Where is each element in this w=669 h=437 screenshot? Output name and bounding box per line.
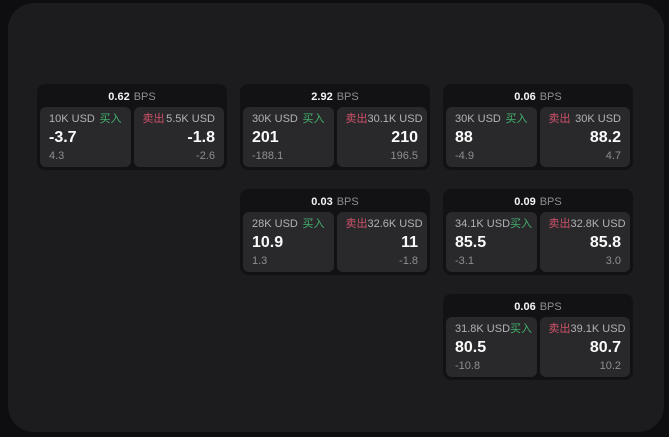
buy-price: 88 xyxy=(455,129,473,146)
buy-change: -4.9 xyxy=(455,150,474,162)
bps-unit-label: BPS xyxy=(336,91,359,103)
bps-unit-label: BPS xyxy=(539,91,562,103)
buy-notional: 34.1K USD xyxy=(455,218,511,230)
buy-cell[interactable]: 30K USD 买入 201 -188.1 xyxy=(243,107,334,167)
sell-side-label: 卖出 xyxy=(548,113,571,125)
bps-value: 0.06 xyxy=(514,91,536,103)
sell-price: 11 xyxy=(401,234,418,251)
sell-cell[interactable]: 卖出 30.1K USD 210 196.5 xyxy=(336,107,427,167)
buy-cell[interactable]: 34.1K USD 买入 85.5 -3.1 xyxy=(446,212,537,272)
sell-notional: 32.6K USD xyxy=(367,218,423,230)
sell-side-label: 卖出 xyxy=(548,323,571,335)
sell-change: 3.0 xyxy=(605,255,621,267)
buy-side-label: 买入 xyxy=(510,323,533,335)
buy-notional: 10K USD xyxy=(49,113,95,125)
buy-price: 80.5 xyxy=(455,339,487,356)
quote-board-panel: 0.62 BPS 10K USD 买入 -3.7 4.3 卖出 5.5K USD… xyxy=(8,3,664,432)
quote-card: 0.62 BPS 10K USD 买入 -3.7 4.3 卖出 5.5K USD… xyxy=(37,84,227,170)
buy-cell[interactable]: 31.8K USD 买入 80.5 -10.8 xyxy=(446,317,537,377)
buy-notional: 31.8K USD xyxy=(455,323,511,335)
sell-side-label: 卖出 xyxy=(345,113,368,125)
quote-card: 0.09 BPS 34.1K USD 买入 85.5 -3.1 卖出 32.8K… xyxy=(443,189,633,275)
buy-side-label: 买入 xyxy=(302,218,325,230)
sell-cell[interactable]: 卖出 30K USD 88.2 4.7 xyxy=(539,107,630,167)
buy-change: -3.1 xyxy=(455,255,474,267)
buy-side-label: 买入 xyxy=(510,218,533,230)
sell-change: -1.8 xyxy=(399,255,418,267)
sell-price: 88.2 xyxy=(589,129,621,146)
buy-notional: 28K USD xyxy=(252,218,298,230)
bps-value: 0.62 xyxy=(108,91,130,103)
bps-unit-label: BPS xyxy=(336,196,359,208)
quote-card: 2.92 BPS 30K USD 买入 201 -188.1 卖出 30.1K … xyxy=(240,84,430,170)
sell-price: -1.8 xyxy=(187,129,215,146)
card-header: 0.06 BPS xyxy=(446,87,630,107)
card-header: 0.62 BPS xyxy=(40,87,224,107)
bps-unit-label: BPS xyxy=(539,196,562,208)
buy-change: 1.3 xyxy=(252,255,268,267)
card-header: 0.03 BPS xyxy=(243,192,427,212)
sell-cell[interactable]: 卖出 32.6K USD 11 -1.8 xyxy=(336,212,427,272)
quote-cells: 30K USD 买入 88 -4.9 卖出 30K USD 88.2 4.7 xyxy=(446,107,630,167)
sell-change: 4.7 xyxy=(605,150,621,162)
card-header: 0.09 BPS xyxy=(446,192,630,212)
buy-cell[interactable]: 10K USD 买入 -3.7 4.3 xyxy=(40,107,131,167)
sell-change: 196.5 xyxy=(390,150,418,162)
sell-notional: 30K USD xyxy=(575,113,621,125)
sell-cell[interactable]: 卖出 5.5K USD -1.8 -2.6 xyxy=(133,107,224,167)
sell-cell[interactable]: 卖出 39.1K USD 80.7 10.2 xyxy=(539,317,630,377)
buy-side-label: 买入 xyxy=(302,113,325,125)
quote-cells: 34.1K USD 买入 85.5 -3.1 卖出 32.8K USD 85.8… xyxy=(446,212,630,272)
buy-price: 10.9 xyxy=(252,234,284,251)
quote-card: 0.03 BPS 28K USD 买入 10.9 1.3 卖出 32.6K US… xyxy=(240,189,430,275)
buy-change: -10.8 xyxy=(455,360,481,372)
bps-value: 0.06 xyxy=(514,301,536,313)
quote-cells: 31.8K USD 买入 80.5 -10.8 卖出 39.1K USD 80.… xyxy=(446,317,630,377)
buy-cell[interactable]: 30K USD 买入 88 -4.9 xyxy=(446,107,537,167)
sell-price: 210 xyxy=(391,129,418,146)
quote-card: 0.06 BPS 31.8K USD 买入 80.5 -10.8 卖出 39.1… xyxy=(443,294,633,380)
sell-notional: 39.1K USD xyxy=(570,323,626,335)
buy-notional: 30K USD xyxy=(455,113,501,125)
card-header: 2.92 BPS xyxy=(243,87,427,107)
quote-cells: 10K USD 买入 -3.7 4.3 卖出 5.5K USD -1.8 -2.… xyxy=(40,107,224,167)
buy-change: -188.1 xyxy=(252,150,284,162)
buy-price: 85.5 xyxy=(455,234,487,251)
sell-price: 80.7 xyxy=(589,339,621,356)
quote-cells: 30K USD 买入 201 -188.1 卖出 30.1K USD 210 1… xyxy=(243,107,427,167)
buy-price: 201 xyxy=(252,129,279,146)
sell-side-label: 卖出 xyxy=(142,113,165,125)
buy-change: 4.3 xyxy=(49,150,65,162)
bps-unit-label: BPS xyxy=(539,301,562,313)
bps-value: 2.92 xyxy=(311,91,333,103)
sell-notional: 5.5K USD xyxy=(166,113,215,125)
buy-side-label: 买入 xyxy=(505,113,528,125)
bps-value: 0.03 xyxy=(311,196,333,208)
buy-price: -3.7 xyxy=(49,129,77,146)
bps-value: 0.09 xyxy=(514,196,536,208)
sell-notional: 32.8K USD xyxy=(570,218,626,230)
buy-cell[interactable]: 28K USD 买入 10.9 1.3 xyxy=(243,212,334,272)
sell-change: 10.2 xyxy=(599,360,621,372)
sell-price: 85.8 xyxy=(589,234,621,251)
quote-cells: 28K USD 买入 10.9 1.3 卖出 32.6K USD 11 -1.8 xyxy=(243,212,427,272)
buy-notional: 30K USD xyxy=(252,113,298,125)
sell-change: -2.6 xyxy=(196,150,215,162)
sell-notional: 30.1K USD xyxy=(367,113,423,125)
bps-unit-label: BPS xyxy=(133,91,156,103)
sell-side-label: 卖出 xyxy=(345,218,368,230)
sell-side-label: 卖出 xyxy=(548,218,571,230)
buy-side-label: 买入 xyxy=(99,113,122,125)
sell-cell[interactable]: 卖出 32.8K USD 85.8 3.0 xyxy=(539,212,630,272)
quote-card: 0.06 BPS 30K USD 买入 88 -4.9 卖出 30K USD 8… xyxy=(443,84,633,170)
card-header: 0.06 BPS xyxy=(446,297,630,317)
